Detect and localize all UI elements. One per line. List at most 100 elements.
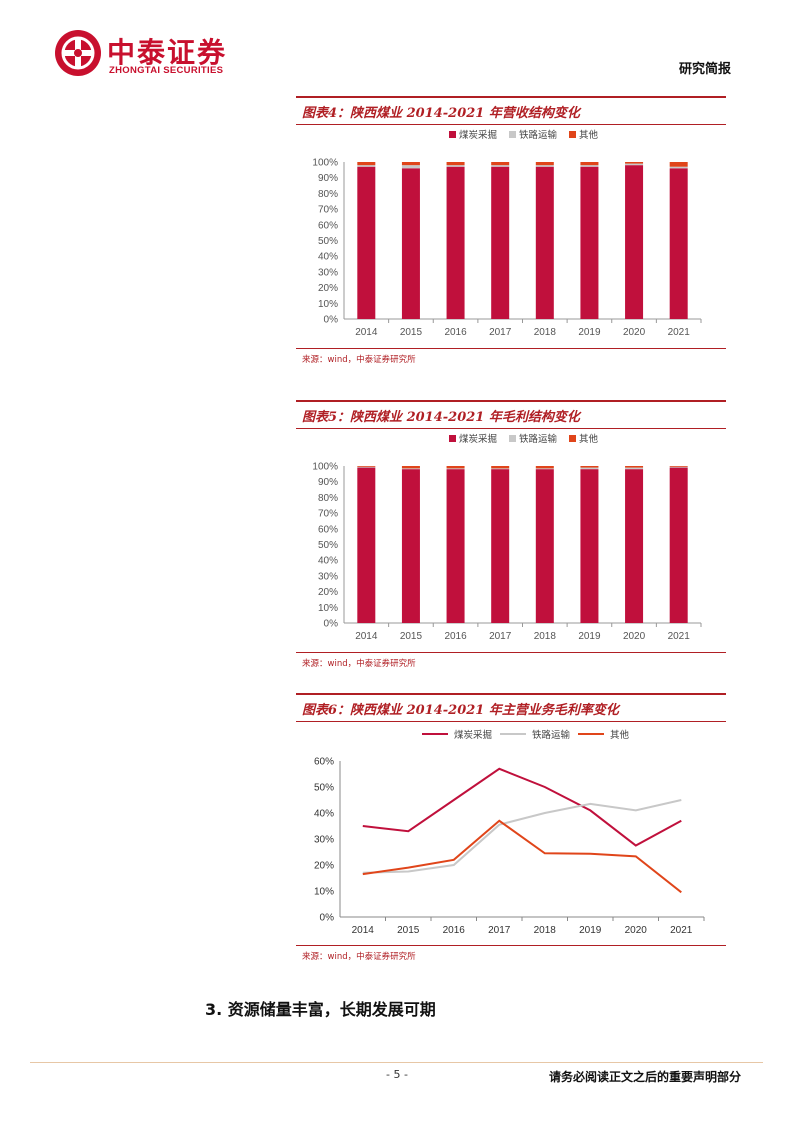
- bar-2018-series-2: [535, 468, 554, 470]
- x-tick-label: 2017: [489, 327, 512, 338]
- bar-2015-series-2: [401, 468, 420, 470]
- y-tick-label: 20%: [314, 861, 334, 872]
- y-tick-label: 20%: [318, 587, 338, 598]
- y-tick-label: 10%: [318, 603, 338, 614]
- figure-source-text: 来源：wind，中泰证券研究所: [302, 952, 416, 962]
- footer-divider: [30, 1062, 763, 1063]
- y-tick-label: 70%: [318, 509, 338, 520]
- bar-2018-series-3: [535, 162, 554, 166]
- x-tick-label: 2014: [352, 925, 375, 936]
- bar-2017-series-3: [491, 162, 510, 166]
- bar-2021-series-2: [669, 466, 688, 468]
- gross-margin-line-chart: 煤炭采掘 铁路运输 其他 0% 10% 20% 30% 40% 50% 60% 2014 2015 20…: [314, 729, 705, 936]
- bar-2021-series-1: [669, 467, 688, 623]
- bar-2014-series-1: [357, 166, 376, 319]
- x-tick-label: 2018: [534, 925, 557, 936]
- figure-title-text: 图表6：陕西煤业 2014-2021 年主营业务毛利率变化: [302, 703, 619, 718]
- legend-swatch-2: [509, 435, 516, 442]
- y-tick-label: 40%: [318, 556, 338, 567]
- series-line-3: [362, 819, 682, 894]
- legend-swatch-1: [449, 435, 456, 442]
- y-tick-label: 40%: [318, 252, 338, 263]
- bar-2021-series-2: [669, 166, 688, 169]
- figure-title-text: 图表4：陕西煤业 2014-2021 年营收结构变化: [302, 106, 580, 121]
- bar-2019-series-2: [580, 165, 599, 167]
- x-tick-label: 2018: [534, 631, 557, 642]
- bar-2021-series-3: [669, 466, 688, 467]
- revenue-structure-chart: 煤炭采掘 铁路运输 其他 0% 10% 20% 30% 40% 50% 60% 70% 80% 90% 1…: [312, 129, 702, 338]
- footer-disclaimer: 请务必阅读正文之后的重要声明部分: [548, 1070, 741, 1084]
- y-tick-label: 40%: [314, 809, 334, 820]
- bar-2014-series-2: [357, 466, 376, 468]
- figure-source: 来源：wind，中泰证券研究所: [296, 652, 726, 669]
- x-tick-label: 2017: [488, 925, 511, 936]
- x-tick-label: 2015: [400, 327, 423, 338]
- figure-source-text: 来源：wind，中泰证券研究所: [302, 659, 416, 669]
- figure-4: 图表4：陕西煤业 2014-2021 年营收结构变化 煤炭采掘 铁路运输 其他 0% 1…: [296, 96, 726, 365]
- legend-label-1: 煤炭采掘: [454, 729, 492, 741]
- bar-2018-series-3: [535, 466, 554, 469]
- y-tick-label: 60%: [314, 757, 334, 768]
- bar-2015-series-1: [401, 168, 420, 319]
- series-line-1: [362, 767, 682, 847]
- bar-2015-series-3: [401, 162, 420, 166]
- x-tick-label: 2019: [578, 631, 601, 642]
- bar-2014-series-3: [357, 466, 376, 467]
- y-tick-label: 100%: [312, 158, 338, 169]
- bar-2015-series-1: [401, 469, 420, 623]
- x-tick-label: 2021: [668, 327, 691, 338]
- y-tick-label: 80%: [318, 189, 338, 200]
- report-type: 研究简报: [678, 62, 731, 77]
- bar-2018-series-2: [535, 165, 554, 167]
- legend-label-1: 煤炭采掘: [459, 433, 497, 445]
- bar-2014-series-1: [357, 467, 376, 623]
- bar-2015-series-2: [401, 165, 420, 169]
- y-tick-label: 0%: [324, 315, 339, 326]
- series-line-2: [362, 799, 682, 874]
- x-tick-label: 2015: [397, 925, 420, 936]
- bar-2016-series-2: [446, 165, 465, 167]
- figure-title-text: 图表5：陕西煤业 2014-2021 年毛利结构变化: [302, 410, 580, 425]
- legend-label-2: 铁路运输: [519, 433, 558, 445]
- x-tick-label: 2014: [355, 327, 378, 338]
- y-tick-label: 10%: [314, 887, 334, 898]
- x-tick-label: 2016: [444, 631, 467, 642]
- company-logo: 中泰证券 ZHONGTAI SECURITIES: [55, 30, 245, 80]
- legend-swatch-3: [569, 131, 576, 138]
- bar-2015-series-3: [401, 466, 420, 469]
- x-tick-label: 2021: [668, 631, 691, 642]
- bar-2018-series-1: [535, 469, 554, 623]
- bar-2016-series-3: [446, 466, 465, 469]
- figure-source: 来源：wind，中泰证券研究所: [296, 348, 726, 365]
- bar-2020-series-2: [625, 467, 644, 470]
- legend-swatch-1: [449, 131, 456, 138]
- logo-english-name: ZHONGTAI SECURITIES: [109, 65, 224, 76]
- bar-2014-series-3: [357, 162, 376, 166]
- y-tick-label: 50%: [318, 236, 338, 247]
- bar-2021-series-3: [669, 162, 688, 167]
- bar-2014-series-2: [357, 165, 376, 167]
- bar-2017-series-3: [491, 466, 510, 469]
- legend-swatch-3: [569, 435, 576, 442]
- x-tick-label: 2021: [670, 925, 693, 936]
- y-tick-label: 0%: [324, 619, 339, 630]
- bar-2016-series-1: [446, 469, 465, 623]
- x-tick-label: 2015: [400, 631, 423, 642]
- bar-2016-series-1: [446, 166, 465, 319]
- legend-label-3: 其他: [610, 729, 630, 741]
- x-tick-label: 2017: [489, 631, 512, 642]
- y-tick-label: 0%: [320, 913, 335, 924]
- section-heading: 3. 资源储量丰富，长期发展可期: [205, 1000, 436, 1019]
- y-tick-label: 30%: [318, 267, 338, 278]
- legend-label-2: 铁路运输: [532, 729, 571, 741]
- legend-swatch-2: [509, 131, 516, 138]
- figure-title: 图表4：陕西煤业 2014-2021 年营收结构变化: [296, 96, 726, 125]
- bar-2020-series-3: [625, 162, 644, 164]
- y-tick-label: 60%: [318, 524, 338, 535]
- bar-2016-series-3: [446, 162, 465, 166]
- bar-2019-series-1: [580, 166, 599, 319]
- x-tick-label: 2018: [534, 327, 557, 338]
- y-tick-label: 30%: [314, 835, 334, 846]
- y-tick-label: 20%: [318, 283, 338, 294]
- legend-label-3: 其他: [579, 433, 599, 445]
